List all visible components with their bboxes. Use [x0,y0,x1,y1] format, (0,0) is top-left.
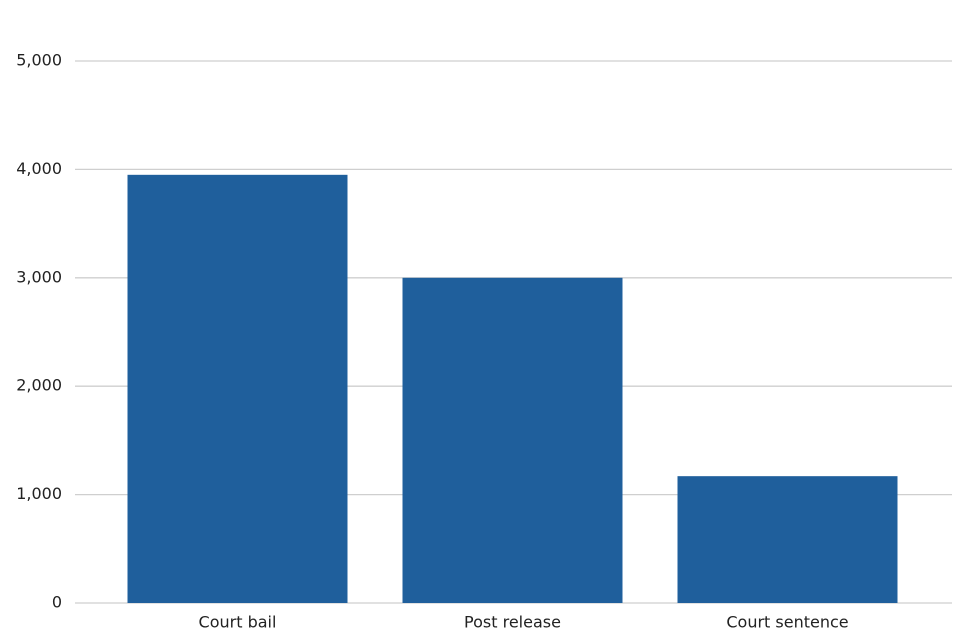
x-tick-label: Court sentence [726,613,848,632]
x-tick-label: Post release [464,613,561,632]
bar [127,174,348,603]
y-tick-label: 2,000 [16,376,62,395]
y-tick-label: 4,000 [16,159,62,178]
y-tick-label: 3,000 [16,267,62,286]
y-tick-label: 5,000 [16,51,62,70]
y-tick-label: 0 [52,593,62,612]
bar [677,476,898,603]
bar [402,277,623,603]
x-tick-label: Court bail [199,613,277,632]
y-tick-label: 1,000 [16,484,62,503]
